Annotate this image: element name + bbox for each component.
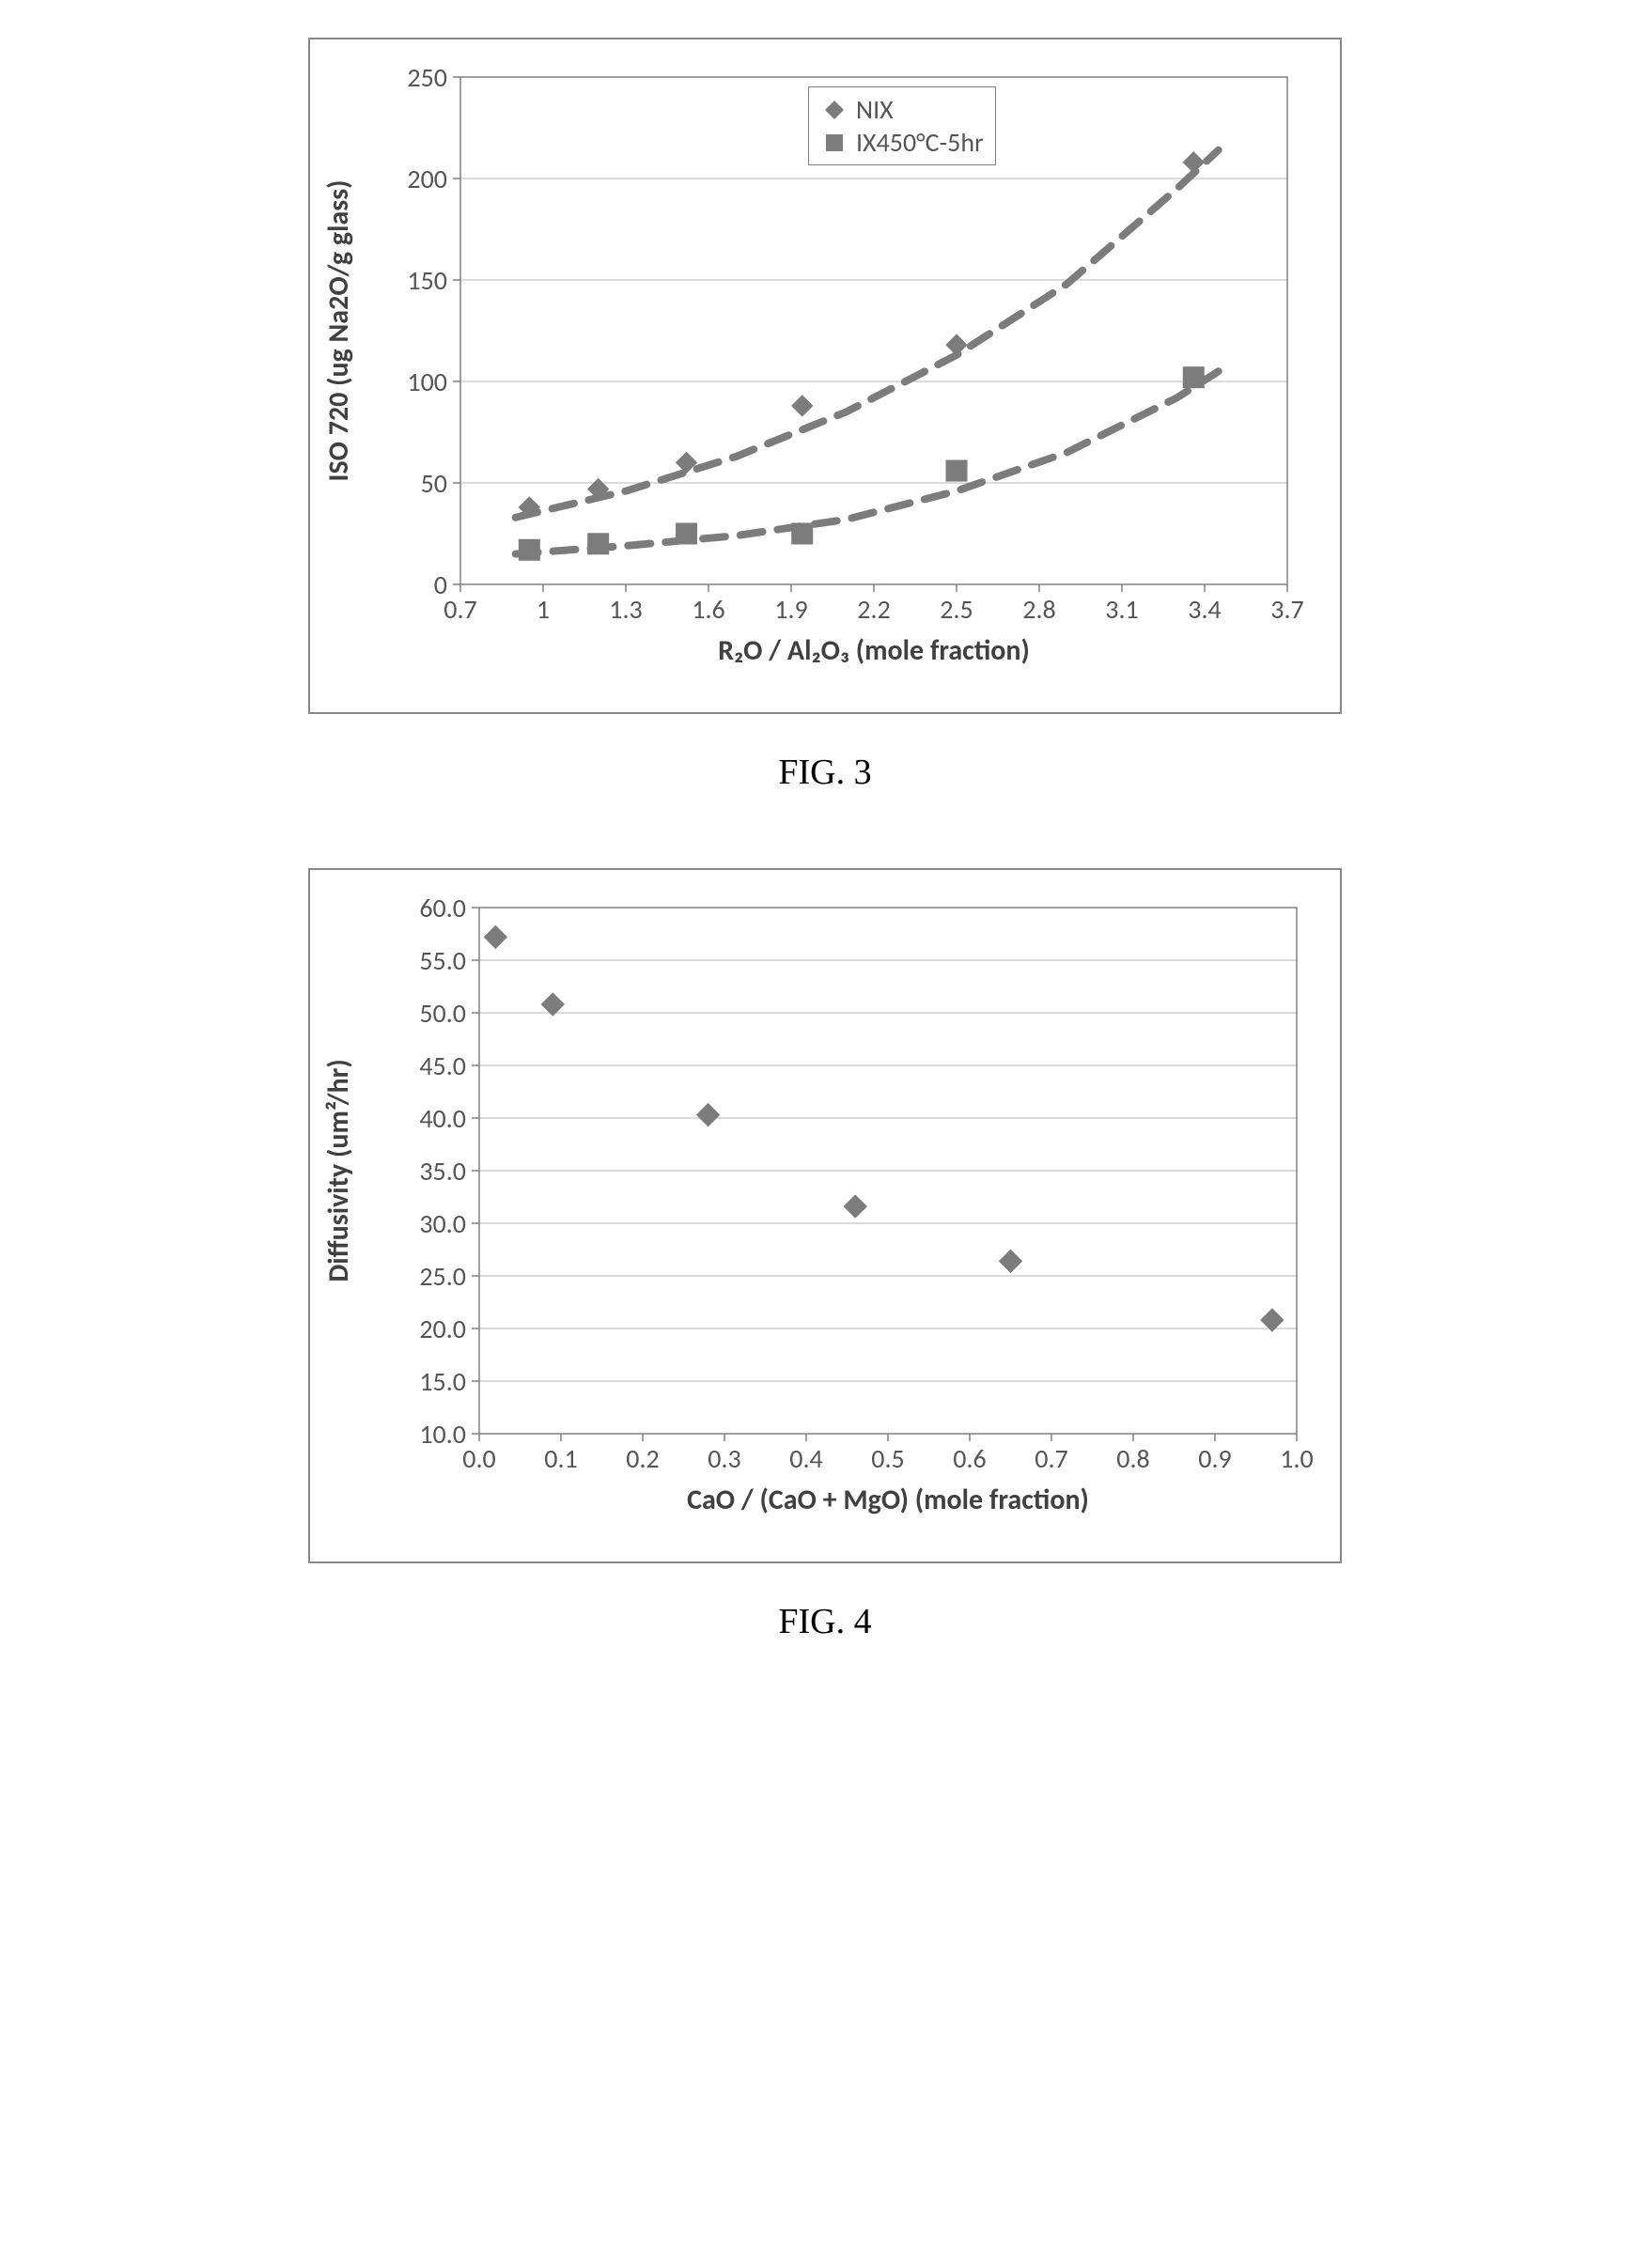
svg-text:55.0: 55.0 [419,944,466,977]
svg-text:0.5: 0.5 [871,1442,904,1475]
svg-text:0.7: 0.7 [444,593,476,626]
svg-text:15.0: 15.0 [419,1365,466,1398]
svg-text:3.7: 3.7 [1270,593,1303,626]
svg-text:1.0: 1.0 [1280,1442,1313,1475]
page: 0501001502002500.711.31.61.92.22.52.83.1… [0,0,1650,1793]
svg-text:R₂O / Al₂O₃ (mole fraction): R₂O / Al₂O₃ (mole fraction) [718,633,1030,668]
svg-text:1.9: 1.9 [774,593,807,626]
svg-text:0.6: 0.6 [953,1442,986,1475]
svg-text:2.8: 2.8 [1022,593,1055,626]
figure-4-caption: FIG. 4 [308,1601,1342,1642]
svg-text:0.7: 0.7 [1035,1442,1067,1475]
figure-3-block: 0501001502002500.711.31.61.92.22.52.83.1… [308,38,1342,793]
legend-item: IX450°C-5hr [820,126,984,159]
svg-text:250: 250 [407,61,447,94]
svg-text:0.4: 0.4 [789,1442,822,1475]
svg-text:1: 1 [537,593,550,626]
svg-text:0.9: 0.9 [1198,1442,1231,1475]
svg-text:10.0: 10.0 [419,1418,466,1451]
diamond-icon [820,96,848,124]
figure-4-svg: 10.0 15.0 20.0 25.0 30.0 35.0 40.0 45.0 50.0 55.0… [310,870,1344,1565]
svg-text:3.4: 3.4 [1188,593,1221,626]
svg-text:0.0: 0.0 [462,1442,495,1475]
svg-text:3.1: 3.1 [1105,593,1138,626]
legend-label: NIX [856,93,894,126]
svg-text:20.0: 20.0 [419,1313,466,1345]
svg-text:0.3: 0.3 [708,1442,740,1475]
figure-4-chart: 10.0 15.0 20.0 25.0 30.0 35.0 40.0 45.0 50.0 55.0… [308,868,1342,1563]
svg-text:Diffusivity (um²/hr): Diffusivity (um²/hr) [321,1059,356,1282]
svg-text:CaO / (CaO + MgO) (mole fracti: CaO / (CaO + MgO) (mole fraction) [687,1483,1089,1517]
svg-text:50.0: 50.0 [419,997,466,1030]
legend-item: NIX [820,93,984,126]
svg-text:ISO 720 (ug Na2O/g glass): ISO 720 (ug Na2O/g glass) [321,179,356,481]
svg-text:30.0: 30.0 [419,1207,466,1240]
square-icon [820,129,848,157]
legend-label: IX450°C-5hr [856,126,984,159]
svg-text:1.3: 1.3 [609,593,642,626]
svg-text:0.1: 0.1 [544,1442,577,1475]
figure-3-legend: NIXIX450°C-5hr [808,86,996,165]
figure-3-caption: FIG. 3 [308,752,1342,793]
svg-text:60.0: 60.0 [419,892,466,924]
figure-4-block: 10.0 15.0 20.0 25.0 30.0 35.0 40.0 45.0 50.0 55.0… [308,868,1342,1642]
svg-text:2.5: 2.5 [940,593,973,626]
svg-text:1.6: 1.6 [692,593,724,626]
svg-text:35.0: 35.0 [419,1155,466,1188]
svg-text:0.2: 0.2 [626,1442,659,1475]
svg-text:150: 150 [407,264,447,297]
svg-text:2.2: 2.2 [857,593,890,626]
svg-text:25.0: 25.0 [419,1260,466,1293]
svg-text:40.0: 40.0 [419,1102,466,1135]
svg-text:0.8: 0.8 [1116,1442,1149,1475]
svg-text:200: 200 [407,163,447,195]
svg-text:45.0: 45.0 [419,1049,466,1082]
svg-text:100: 100 [407,365,447,398]
figure-3-chart: 0501001502002500.711.31.61.92.22.52.83.1… [308,38,1342,714]
svg-text:50: 50 [421,467,447,500]
